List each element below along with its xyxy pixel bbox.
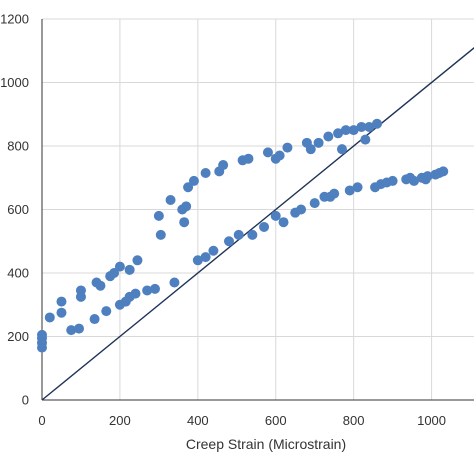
y-tick-label: 400 <box>7 266 29 281</box>
data-point <box>109 268 120 278</box>
data-point <box>89 314 100 325</box>
y-tick-label: 1000 <box>0 75 29 90</box>
data-point <box>387 175 398 186</box>
data-point <box>352 182 363 193</box>
data-point <box>313 137 324 148</box>
data-points <box>37 118 449 353</box>
data-point <box>142 285 153 296</box>
x-tick-label: 800 <box>343 413 365 428</box>
data-point <box>130 288 141 299</box>
y-tick-label: 1200 <box>0 12 29 27</box>
data-point <box>247 229 258 240</box>
data-point <box>259 221 270 232</box>
data-point <box>305 144 316 155</box>
data-point <box>409 175 420 186</box>
data-point <box>340 125 351 136</box>
data-point <box>233 229 244 240</box>
data-point <box>124 264 135 275</box>
data-point <box>183 182 194 193</box>
tick-labels: 0 200 400 600 800 1000 0 200 400 600 800 1000 1200 <box>0 12 446 429</box>
data-point <box>155 229 166 240</box>
y-tick-label: 600 <box>7 202 29 217</box>
data-point <box>218 160 229 171</box>
data-point <box>274 150 285 161</box>
data-point <box>188 175 199 186</box>
x-tick-label: 1000 <box>417 413 446 428</box>
data-point <box>422 171 433 182</box>
data-point <box>262 147 273 158</box>
data-point <box>348 125 359 136</box>
data-point <box>344 185 355 196</box>
data-point <box>333 128 344 139</box>
data-point <box>282 142 293 153</box>
data-point <box>56 296 67 307</box>
y-tick-label: 0 <box>22 393 29 408</box>
data-point <box>372 118 383 129</box>
data-point <box>200 252 211 263</box>
x-tick-label: 200 <box>109 413 131 428</box>
y-tick-label: 200 <box>7 329 29 344</box>
data-point <box>149 283 160 294</box>
data-point <box>336 144 347 155</box>
data-point <box>165 194 176 205</box>
data-point <box>438 166 449 177</box>
data-point <box>296 204 307 215</box>
data-point <box>208 245 219 256</box>
data-point <box>364 121 375 132</box>
data-point <box>309 198 320 209</box>
x-tick-label: 0 <box>38 413 45 428</box>
data-point <box>56 307 67 318</box>
data-point <box>243 153 254 164</box>
data-point <box>114 261 125 272</box>
data-point <box>179 217 190 228</box>
data-point <box>323 131 334 142</box>
data-point <box>200 167 211 178</box>
data-point <box>181 201 192 212</box>
data-point <box>153 210 164 221</box>
grid-lines <box>42 18 474 400</box>
data-point <box>356 121 367 132</box>
data-point <box>223 236 234 247</box>
data-point <box>270 210 281 221</box>
data-point <box>66 325 77 336</box>
data-point <box>74 323 85 334</box>
data-point <box>75 285 86 296</box>
reference-line-group <box>41 47 474 401</box>
data-point <box>360 134 371 145</box>
reference-line <box>41 47 474 401</box>
data-point <box>169 277 180 288</box>
data-point <box>37 329 47 340</box>
data-point <box>278 217 289 228</box>
data-point <box>44 312 55 323</box>
x-tick-label: 400 <box>187 413 209 428</box>
data-point <box>95 280 106 291</box>
data-point <box>192 255 203 266</box>
data-point <box>101 306 112 317</box>
data-point <box>132 255 143 266</box>
data-point <box>329 188 340 199</box>
y-tick-label: 800 <box>7 139 29 154</box>
x-tick-label: 600 <box>265 413 287 428</box>
x-axis-title: Creep Strain (Microstrain) <box>186 436 346 452</box>
